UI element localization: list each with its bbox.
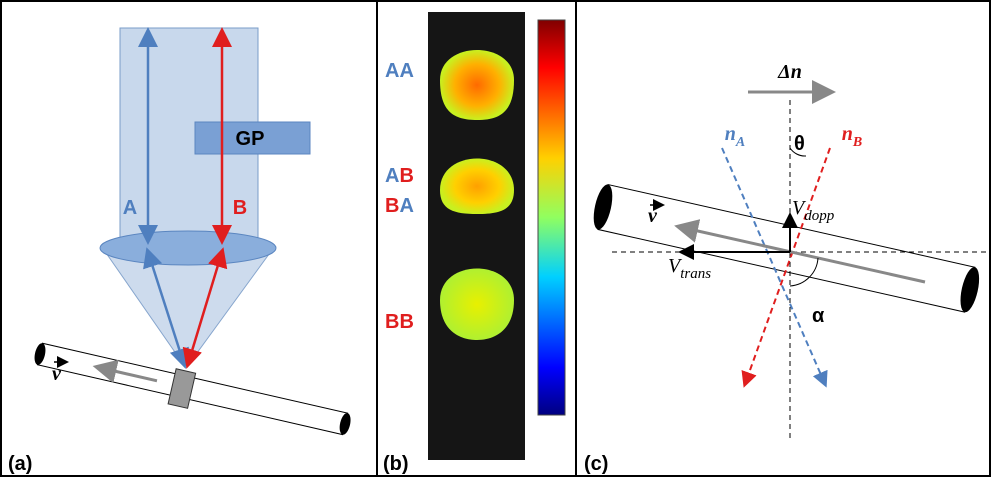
figure: GP A B v (a) AA AB BA BB (b) Δn nA nB θ …	[0, 0, 991, 477]
panel-label: (a)	[8, 453, 32, 475]
row-label: AB	[385, 165, 414, 187]
spot-aa	[440, 50, 514, 120]
row-label: BB	[385, 311, 414, 333]
colorbar	[538, 20, 565, 415]
velocity-label: v	[52, 363, 62, 385]
gp-label: GP	[236, 128, 265, 150]
delta-n-label: Δn	[777, 61, 802, 83]
spot-bb	[440, 269, 514, 341]
velocity-label: v	[648, 205, 658, 227]
row-label: AA	[385, 60, 414, 82]
theta-label: θ	[794, 133, 805, 155]
panel-label: (c)	[584, 453, 608, 475]
alpha-label: α	[812, 305, 825, 327]
page: GP A B v (a) AA AB BA BB (b) Δn nA nB θ …	[0, 0, 991, 477]
row-label: BA	[385, 195, 414, 217]
spot-ab	[440, 159, 514, 215]
beam-b-label: B	[233, 197, 247, 219]
lens	[100, 231, 276, 265]
panel-label: (b)	[383, 453, 409, 475]
beam-a-label: A	[123, 197, 137, 219]
